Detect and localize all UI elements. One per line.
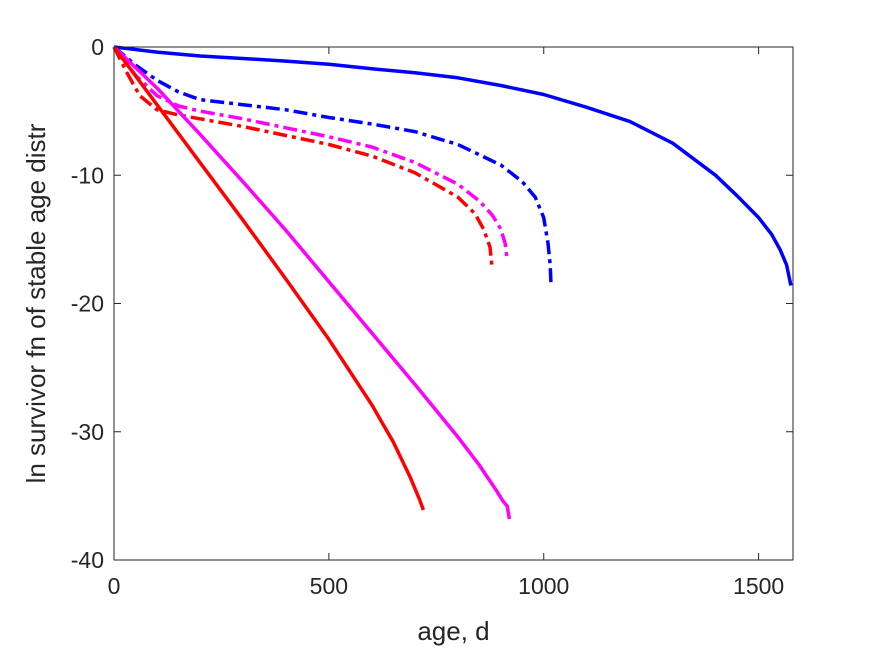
y-tick-label: -30 [71,419,104,445]
y-tick-label: -10 [71,162,104,188]
x-tick-label: 0 [108,573,121,599]
series-line-1 [113,45,793,286]
y-tick-label: -20 [71,291,104,317]
series-line-5 [112,45,512,520]
series-layer [112,45,793,520]
series-line-6 [112,45,426,511]
y-tick-label: 0 [91,34,104,60]
series-line-4 [112,46,494,270]
y-axis-label: ln survivor fn of stable age distr [21,123,51,483]
x-tick-label: 1500 [733,573,784,599]
tick-layer: 0 500 1000 1500 0 -10 -20 -30 -40 [71,34,793,599]
x-tick-label: 500 [310,573,348,599]
y-tick-label: -40 [71,547,104,573]
series-line-2 [112,45,553,287]
x-axis-label: age, d [417,616,489,646]
x-tick-label: 1000 [518,573,569,599]
